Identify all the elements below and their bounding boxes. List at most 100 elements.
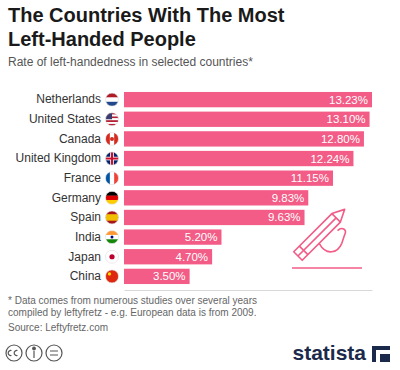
flag-outline — [106, 231, 119, 244]
bar — [124, 151, 353, 166]
source: Source: Leftyfretz.com — [8, 322, 108, 333]
data-label: 3.50% — [153, 270, 186, 282]
flag-part — [106, 214, 119, 221]
flag — [106, 172, 119, 185]
tick: Netherlands — [36, 92, 101, 106]
data-label: 4.70% — [175, 251, 208, 263]
flag — [106, 250, 119, 263]
flag-part — [111, 236, 114, 239]
flag — [106, 191, 119, 204]
flag — [106, 152, 119, 165]
flag-outline — [106, 93, 119, 106]
bar — [124, 190, 308, 205]
bars — [124, 92, 372, 284]
data-label: 12.24% — [310, 153, 349, 165]
flag — [106, 132, 119, 145]
flag-part — [106, 250, 119, 263]
flag-part — [109, 254, 114, 259]
tick: United Kingdom — [16, 151, 101, 165]
bar — [124, 249, 212, 264]
license-circle — [26, 345, 42, 361]
tick: China — [70, 269, 102, 283]
flag — [106, 93, 119, 106]
bar — [124, 210, 305, 225]
data-label: 11.15% — [291, 172, 329, 184]
pencil-body — [294, 205, 349, 260]
bar — [124, 112, 370, 127]
flag-part — [110, 132, 115, 145]
flag-outline — [106, 211, 119, 224]
baseline-scribble — [292, 267, 362, 269]
text-line: Left-Handed People — [8, 28, 196, 50]
chart: The Countries With The MostLeft-Handed P… — [0, 0, 400, 370]
flag-body — [106, 211, 119, 224]
flag-part — [106, 120, 119, 122]
license-circle — [46, 345, 62, 361]
flag-outline — [106, 113, 119, 126]
logo: statista — [292, 341, 366, 364]
data-label: 9.83% — [272, 192, 305, 204]
flag — [106, 231, 119, 244]
flag-body — [106, 93, 119, 106]
y-axis: Netherlands United States Canada United Kin… — [16, 92, 102, 283]
flag-outline — [106, 132, 119, 145]
flag-body — [106, 152, 119, 165]
x-axis — [125, 290, 373, 291]
flag-body — [106, 113, 119, 126]
tick-label: United States — [29, 112, 101, 126]
text-line: The Countries With The Most — [8, 4, 285, 26]
data-labels: 13.23%13.10%12.80%12.24%11.15%9.83%9.63%… — [153, 94, 368, 283]
flag-outline — [106, 191, 119, 204]
tick-label: France — [64, 171, 102, 185]
text-line: * Data comes from numerous studies over … — [8, 295, 257, 306]
flag-part — [106, 152, 119, 165]
flag — [106, 270, 119, 283]
flag-part — [110, 172, 115, 185]
tick: India — [75, 230, 101, 244]
flag-outline — [106, 270, 119, 283]
flag-part — [111, 152, 113, 165]
license-mark — [50, 351, 58, 355]
flag-body — [106, 132, 119, 145]
tick: Spain — [70, 210, 101, 224]
tick: United States — [29, 112, 101, 126]
flag-body — [106, 231, 119, 244]
flag-outline — [106, 172, 119, 185]
flag-body — [106, 172, 119, 185]
hand — [319, 224, 351, 256]
pencil-lines — [294, 214, 341, 261]
data-label: 13.10% — [327, 113, 366, 125]
flag-part — [106, 270, 119, 283]
illustration — [294, 205, 361, 272]
tick: Canada — [59, 132, 101, 146]
bar — [124, 229, 221, 244]
data-label: 5.20% — [185, 231, 218, 243]
license-circle — [6, 345, 22, 361]
flag-part — [108, 272, 111, 275]
flag-body — [106, 191, 119, 204]
flag-outline — [106, 250, 119, 263]
tick-label: Germany — [52, 191, 101, 205]
flags — [106, 93, 119, 283]
subtitle: Rate of left-handedness in selected coun… — [8, 55, 253, 69]
tick-label: India — [75, 230, 101, 244]
tick-label: Japan — [68, 250, 101, 264]
license-mark — [33, 351, 34, 358]
tick-label: Spain — [70, 210, 101, 224]
text-line: compiled by leftyfretz - e.g. European d… — [8, 307, 256, 318]
data-label: 12.80% — [321, 133, 360, 145]
flag-part — [106, 211, 119, 224]
tick: France — [64, 171, 102, 185]
tick: Germany — [52, 191, 101, 205]
bar — [124, 171, 333, 186]
bar — [124, 269, 190, 284]
flag-outline — [106, 152, 119, 165]
license-mark — [8, 350, 17, 355]
flag — [106, 211, 119, 224]
flag-body — [106, 270, 119, 283]
logo-icon — [372, 346, 390, 362]
license-mark — [33, 347, 36, 350]
license-icons — [6, 345, 62, 361]
tick-label: United Kingdom — [16, 151, 101, 165]
flag — [106, 113, 119, 126]
